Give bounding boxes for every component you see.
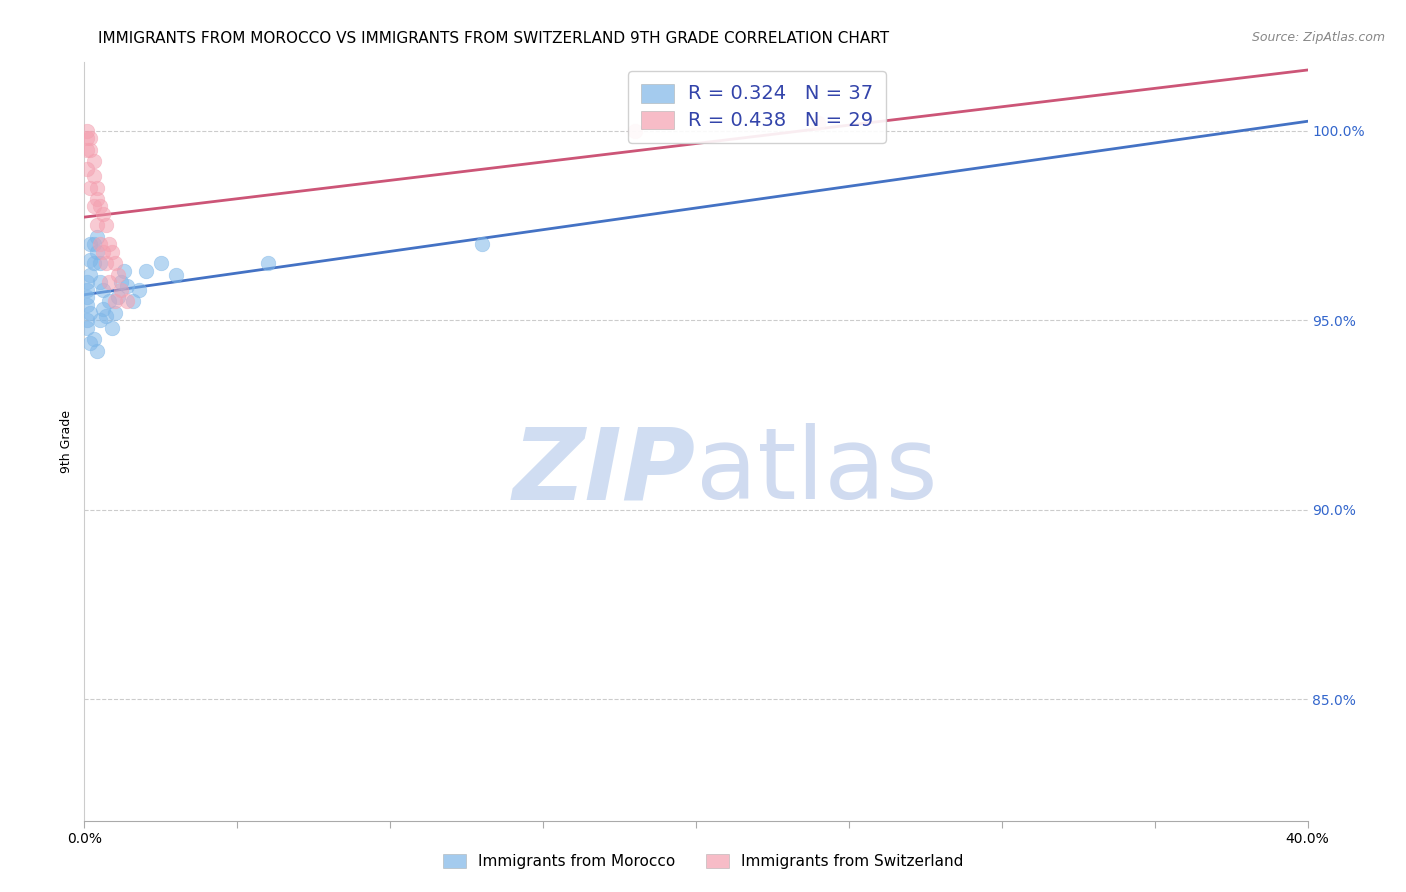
Point <box>91 283 114 297</box>
Point <box>110 275 132 289</box>
Point <box>807 116 830 130</box>
Point <box>86 219 108 233</box>
Text: Source: ZipAtlas.com: Source: ZipAtlas.com <box>1251 31 1385 45</box>
Point <box>97 237 120 252</box>
Point <box>101 320 124 334</box>
Point <box>83 332 105 346</box>
Point <box>107 268 129 282</box>
Point <box>76 123 98 137</box>
Y-axis label: 9th Grade: 9th Grade <box>59 410 73 473</box>
Point <box>89 199 111 213</box>
Text: IMMIGRANTS FROM MOROCCO VS IMMIGRANTS FROM SWITZERLAND 9TH GRADE CORRELATION CHA: IMMIGRANTS FROM MOROCCO VS IMMIGRANTS FR… <box>98 31 890 46</box>
Point <box>104 256 127 270</box>
Point <box>76 298 98 312</box>
Point <box>135 264 157 278</box>
Point <box>79 143 101 157</box>
Point <box>86 180 108 194</box>
Point <box>89 237 111 252</box>
Point <box>91 244 114 259</box>
Point <box>76 283 98 297</box>
Point <box>104 305 127 319</box>
Point <box>79 305 101 319</box>
Point <box>89 256 111 270</box>
Point <box>76 275 98 289</box>
Point <box>83 199 105 213</box>
Point <box>91 301 114 316</box>
Point <box>83 237 105 252</box>
Point <box>624 123 647 137</box>
Point <box>86 244 108 259</box>
Point <box>79 180 101 194</box>
Point <box>79 252 101 267</box>
Point <box>257 256 280 270</box>
Point <box>76 161 98 176</box>
Point <box>165 268 187 282</box>
Point <box>76 290 98 304</box>
Point <box>83 153 105 168</box>
Point <box>86 343 108 358</box>
Point <box>149 256 172 270</box>
Point <box>79 237 101 252</box>
Point <box>89 313 111 327</box>
Point <box>128 283 150 297</box>
Point <box>86 192 108 206</box>
Point <box>97 294 120 309</box>
Point <box>471 237 494 252</box>
Point <box>94 310 117 324</box>
Point <box>79 131 101 145</box>
Point <box>107 290 129 304</box>
Point <box>83 169 105 183</box>
Point <box>91 207 114 221</box>
Legend: R = 0.324   N = 37, R = 0.438   N = 29: R = 0.324 N = 37, R = 0.438 N = 29 <box>628 71 886 143</box>
Point <box>122 294 145 309</box>
Point <box>104 294 127 309</box>
Point <box>76 320 98 334</box>
Point <box>86 229 108 244</box>
Point <box>94 256 117 270</box>
Text: ZIP: ZIP <box>513 424 696 520</box>
Point <box>76 313 98 327</box>
Point <box>112 264 135 278</box>
Text: atlas: atlas <box>696 424 938 520</box>
Point <box>110 283 132 297</box>
Point <box>97 275 120 289</box>
Point <box>79 335 101 350</box>
Point <box>79 268 101 282</box>
Point <box>94 219 117 233</box>
Point <box>101 244 124 259</box>
Point <box>76 131 98 145</box>
Legend: Immigrants from Morocco, Immigrants from Switzerland: Immigrants from Morocco, Immigrants from… <box>437 848 969 875</box>
Point <box>76 143 98 157</box>
Point <box>115 279 138 293</box>
Point <box>83 256 105 270</box>
Point <box>115 294 138 309</box>
Point <box>89 275 111 289</box>
